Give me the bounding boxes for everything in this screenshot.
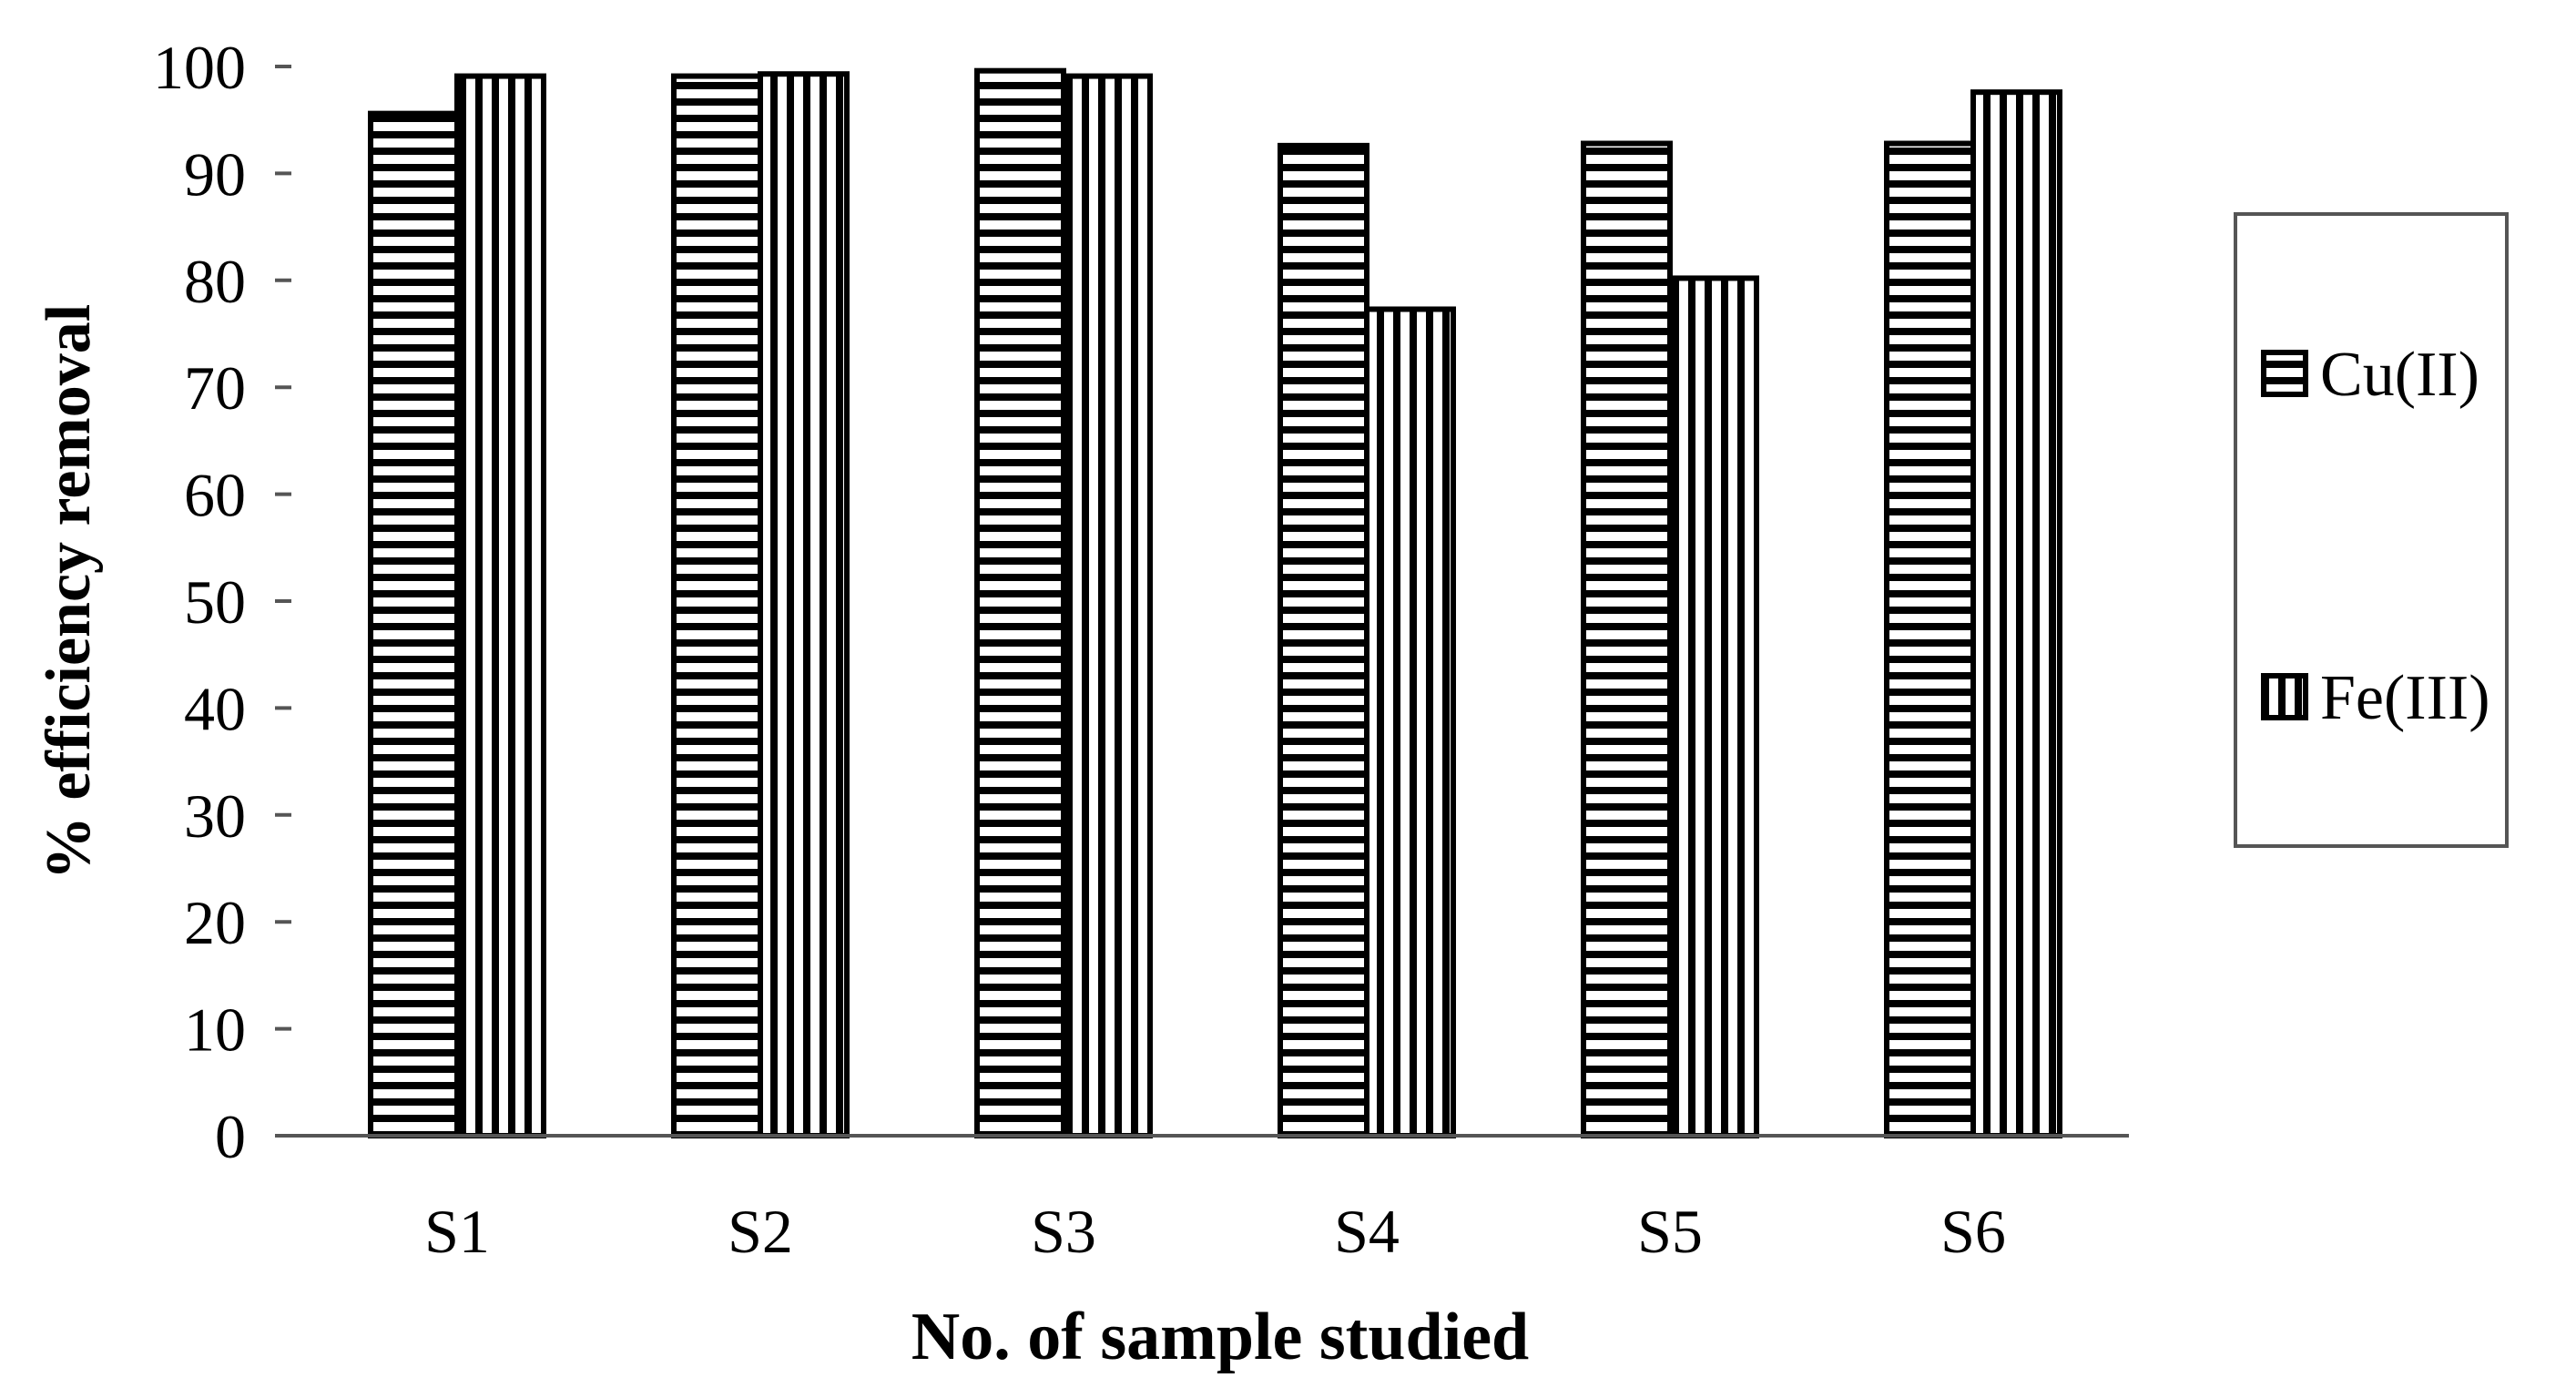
x-axis-ticks: S1 S2 S3 S4 S5 S6 — [424, 1197, 2006, 1266]
y-tick-label: 40 — [184, 674, 246, 743]
x-tick-label: S4 — [1334, 1197, 1400, 1266]
y-axis-ticks: 0 10 20 30 40 50 60 70 80 90 100 — [153, 33, 291, 1171]
bars-layer — [368, 67, 2062, 1139]
x-tick-label: S6 — [1940, 1197, 2006, 1266]
legend-label: Fe(III) — [2320, 663, 2490, 733]
y-axis-label: % efficiency removal — [34, 304, 104, 880]
y-tick-label: 30 — [184, 781, 246, 851]
x-tick-label: S2 — [728, 1197, 793, 1266]
bar-cu-ii-s1 — [368, 110, 460, 1138]
x-tick-label: S1 — [424, 1197, 490, 1266]
legend-items: Cu(II) Fe(III) — [2261, 340, 2490, 733]
y-tick-label: 10 — [184, 995, 246, 1065]
bar-fe-iii-s1 — [454, 73, 546, 1138]
x-axis-label: No. of sample studied — [911, 1300, 1529, 1374]
legend-label: Cu(II) — [2320, 340, 2479, 410]
bar-fe-iii-s2 — [758, 71, 850, 1138]
y-tick-label: 60 — [184, 461, 246, 530]
bar-cu-ii-s6 — [1884, 140, 1976, 1139]
y-tick-label: 20 — [184, 888, 246, 957]
bar-fe-iii-s3 — [1061, 73, 1153, 1138]
bar-cu-ii-s4 — [1278, 142, 1369, 1139]
bar-cu-ii-s2 — [671, 73, 763, 1138]
legend-swatch — [2261, 673, 2308, 720]
x-tick-label: S5 — [1637, 1197, 1703, 1266]
y-tick-label: 100 — [153, 33, 246, 102]
bar-cu-ii-s3 — [974, 67, 1066, 1138]
y-tick-label: 80 — [184, 247, 246, 316]
y-tick-label: 50 — [184, 567, 246, 637]
legend: Cu(II) Fe(III) — [2234, 212, 2509, 848]
legend-swatch — [2261, 350, 2308, 397]
legend-box — [2234, 212, 2509, 848]
bar-cu-ii-s5 — [1581, 140, 1673, 1139]
bar-fe-iii-s6 — [1970, 89, 2062, 1138]
bar-fe-iii-s4 — [1364, 306, 1456, 1138]
x-tick-label: S3 — [1031, 1197, 1096, 1266]
bar-fe-iii-s5 — [1667, 275, 1759, 1138]
y-tick-label: 90 — [184, 139, 246, 209]
y-tick-label: 70 — [184, 353, 246, 423]
y-tick-label: 0 — [215, 1102, 246, 1171]
